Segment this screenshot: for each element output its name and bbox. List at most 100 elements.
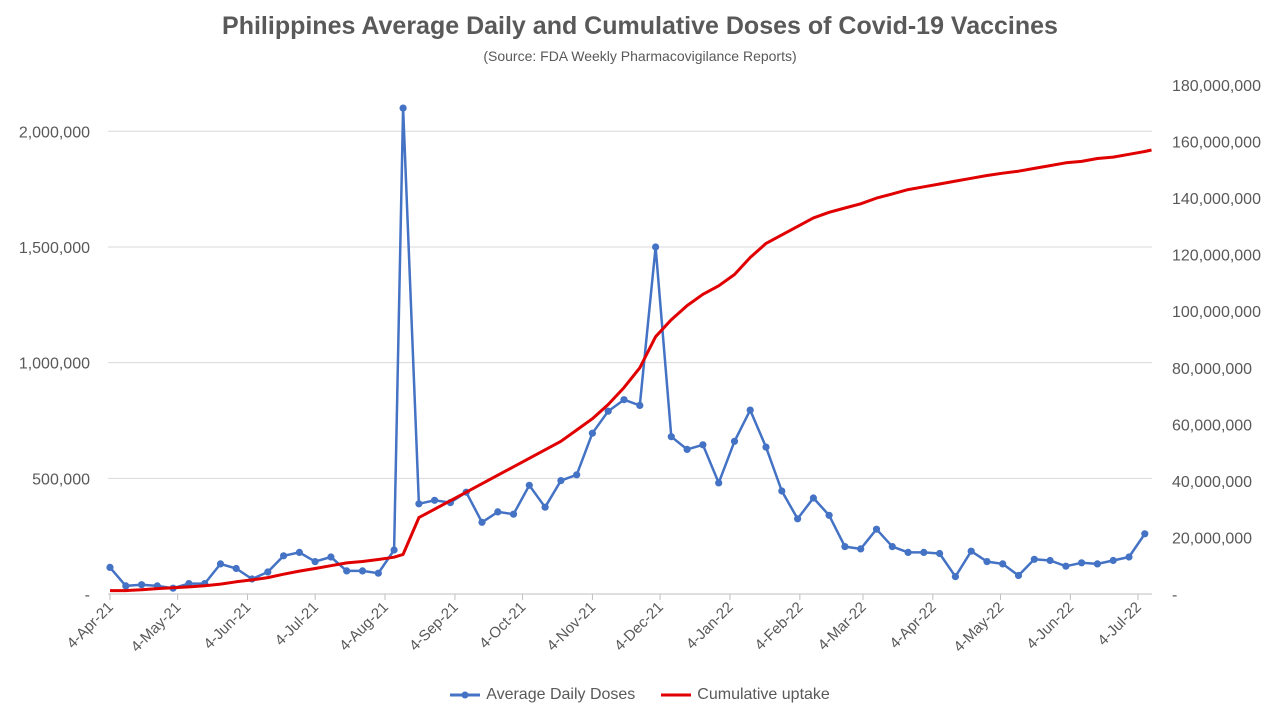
x-tick-label: 4-Apr-22 [886, 599, 939, 652]
data-point [1030, 555, 1038, 563]
data-point [415, 500, 423, 508]
data-point [667, 433, 675, 441]
x-tick-label: 4-May-22 [950, 599, 1007, 656]
series [106, 104, 1152, 593]
legend-swatch-blue-icon [450, 691, 481, 699]
y-right-tick-label: 100,000,000 [1172, 304, 1261, 321]
data-point [683, 445, 691, 453]
data-point [1125, 553, 1133, 561]
y-right-tick-label: 180,000,000 [1172, 78, 1261, 95]
y-right-tick-label: - [1172, 587, 1177, 604]
x-tick-label: 4-Jul-22 [1094, 599, 1144, 649]
data-point [280, 552, 288, 560]
y-right-tick-label: 20,000,000 [1172, 530, 1252, 547]
x-tick-label: 4-Jun-21 [200, 599, 254, 653]
x-tick-label: 4-Jan-22 [683, 599, 737, 653]
data-point [327, 553, 335, 561]
data-point [573, 471, 581, 479]
data-point [399, 104, 407, 112]
data-point [509, 510, 518, 518]
chart-title: Philippines Average Daily and Cumulative… [222, 12, 1058, 40]
data-point [636, 401, 644, 409]
data-point [904, 548, 912, 557]
legend-swatch-red-icon [661, 693, 692, 697]
data-point [478, 518, 486, 526]
data-point [809, 494, 818, 502]
series-average-daily-doses [106, 104, 1149, 592]
x-tick-label: 4-Jul-21 [272, 599, 322, 649]
legend-label: Cumulative uptake [697, 686, 830, 703]
x-tick-label: 4-Dec-21 [611, 599, 667, 655]
data-point [122, 582, 130, 590]
data-point [1109, 556, 1117, 565]
data-point [652, 243, 660, 251]
x-tick-label: 4-Sep-21 [406, 599, 462, 655]
data-point [1093, 560, 1101, 568]
data-point [1062, 562, 1070, 570]
x-tick-label: 4-May-21 [128, 599, 185, 656]
y-right-tick-label: 40,000,000 [1172, 474, 1252, 491]
data-point [557, 477, 565, 485]
data-point [1014, 571, 1023, 580]
data-point [620, 396, 628, 404]
x-tick-label: 4-Aug-21 [336, 599, 392, 655]
data-point [762, 443, 770, 451]
x-tick-label: 4-Nov-21 [544, 599, 600, 655]
y-left-tick-label: 1,000,000 [19, 356, 90, 373]
data-point [983, 558, 991, 566]
data-point [431, 496, 439, 504]
data-point [390, 546, 398, 554]
data-point [358, 567, 367, 575]
data-point [936, 549, 944, 558]
series-line [110, 148, 1152, 593]
data-point [778, 487, 786, 495]
data-point [232, 564, 240, 573]
data-point [951, 573, 960, 581]
x-tick-label: 4-Apr-21 [64, 599, 117, 652]
data-point [888, 543, 896, 551]
data-point [999, 560, 1007, 568]
y-right-tick-label: 60,000,000 [1172, 417, 1252, 434]
series-cumulative-uptake [110, 148, 1152, 593]
data-point [746, 406, 754, 414]
data-point [841, 543, 849, 551]
data-point [295, 548, 303, 557]
data-point [920, 548, 928, 557]
x-tick-label: 4-Feb-22 [752, 599, 807, 654]
data-point [311, 558, 319, 566]
x-tick-label: 4-Oct-21 [476, 599, 529, 652]
data-point [1078, 559, 1086, 567]
y-left-tick-label: 1,500,000 [19, 240, 90, 257]
data-point [730, 437, 739, 445]
data-point [699, 441, 707, 449]
gridlines [108, 130, 1152, 479]
legend-item-average-daily-doses: Average Daily Doses [450, 686, 635, 704]
data-point [604, 407, 612, 415]
data-point [857, 545, 865, 553]
y-right-tick-label: 120,000,000 [1172, 248, 1261, 265]
data-point [1141, 530, 1149, 538]
data-point [525, 481, 533, 489]
data-point [374, 569, 382, 577]
data-point [494, 508, 502, 516]
y-right-tick-label: 80,000,000 [1172, 361, 1252, 378]
y-left-tick-label: - [85, 587, 90, 604]
data-point [794, 515, 802, 523]
legend-label: Average Daily Doses [486, 686, 636, 703]
y-left-tick-label: 2,000,000 [19, 124, 90, 141]
y-left-tick-label: 500,000 [32, 471, 90, 488]
x-tick-label: 4-Jun-22 [1023, 599, 1077, 653]
data-point [138, 581, 146, 589]
data-point [264, 568, 272, 576]
data-point [967, 547, 975, 555]
data-point [825, 511, 833, 519]
data-point [715, 479, 723, 487]
data-point [343, 567, 351, 575]
x-tick-label: 4-Mar-22 [815, 599, 870, 654]
legend: Average Daily Doses Cumulative uptake [0, 686, 1280, 704]
data-point [216, 560, 225, 568]
y-right-tick-label: 160,000,000 [1172, 135, 1261, 152]
y-right-tick-label: 140,000,000 [1172, 191, 1261, 208]
data-point [106, 563, 114, 572]
